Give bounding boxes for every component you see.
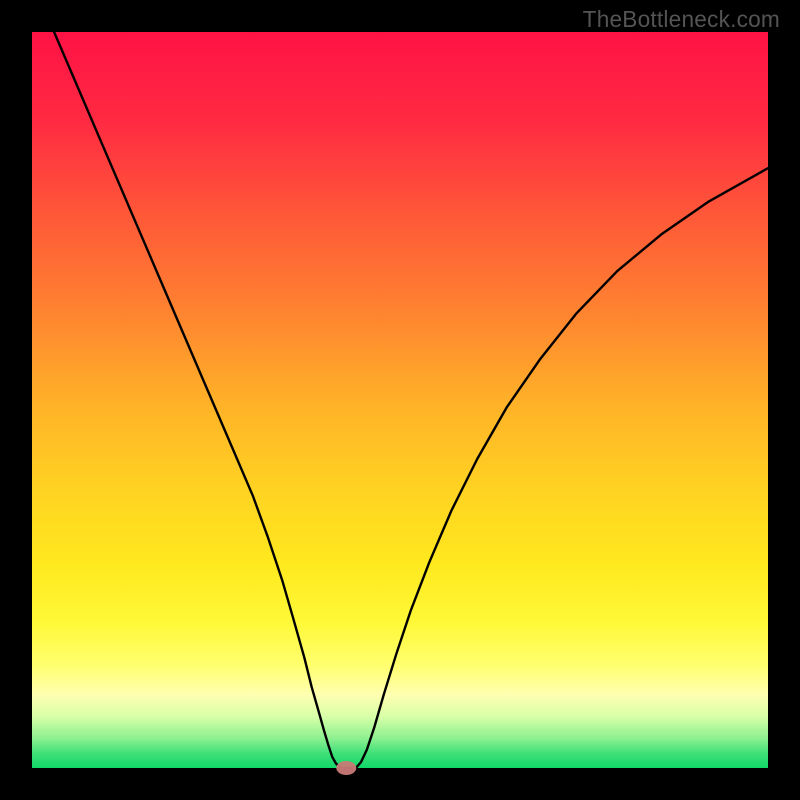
watermark-text: TheBottleneck.com [583,6,780,33]
plot-background [32,32,768,768]
plot-svg [32,32,768,768]
plot-area [32,32,768,768]
optimal-marker [336,761,356,775]
